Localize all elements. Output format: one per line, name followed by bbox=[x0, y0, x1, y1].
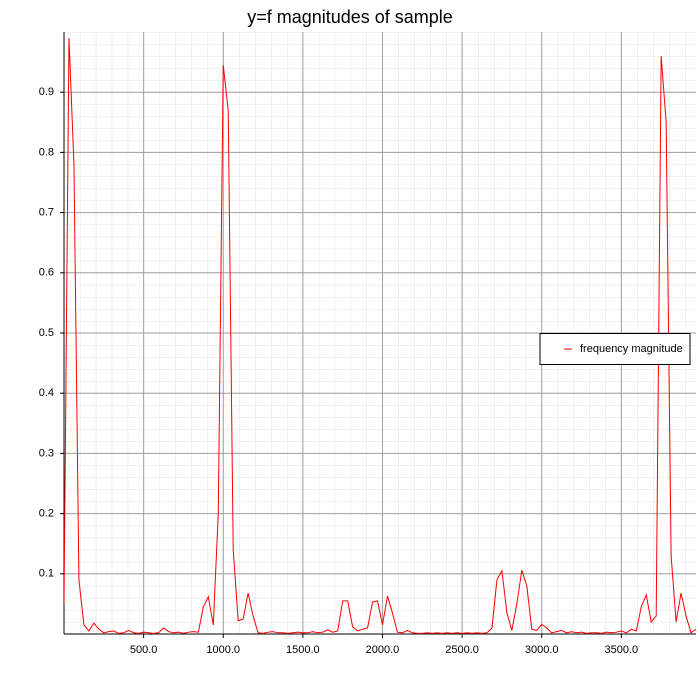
x-tick-label: 1500.0 bbox=[286, 644, 320, 656]
y-tick-label: 0.3 bbox=[39, 447, 54, 459]
y-tick-label: 0.2 bbox=[39, 508, 54, 520]
y-tick-label: 0.7 bbox=[39, 207, 54, 219]
y-tick-label: 0.8 bbox=[39, 146, 54, 158]
data-line bbox=[64, 38, 696, 634]
chart-title: y=f magnitudes of sample bbox=[247, 7, 453, 27]
x-tick-label: 3500.0 bbox=[605, 644, 639, 656]
y-tick-label: 0.9 bbox=[39, 86, 54, 98]
x-tick-label: 1000.0 bbox=[206, 644, 240, 656]
y-tick-label: 0.6 bbox=[39, 267, 54, 279]
y-tick-label: 0.1 bbox=[39, 568, 54, 580]
y-tick-label: 0.4 bbox=[39, 387, 54, 399]
x-tick-label: 2500.0 bbox=[445, 644, 479, 656]
x-tick-label: 3000.0 bbox=[525, 644, 559, 656]
legend-label: frequency magnitude bbox=[580, 343, 683, 355]
x-tick-label: 2000.0 bbox=[366, 644, 400, 656]
y-tick-label: 0.5 bbox=[39, 327, 54, 339]
x-tick-label: 500.0 bbox=[130, 644, 158, 656]
